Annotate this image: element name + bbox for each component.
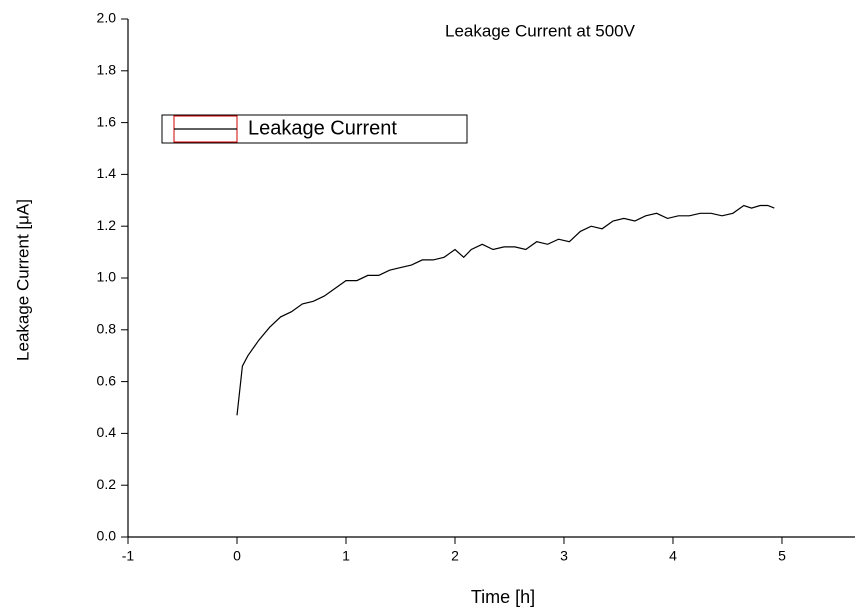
x-tick-label: 5 xyxy=(778,548,786,564)
y-tick-label: 1.6 xyxy=(97,113,117,129)
x-axis-label: Time [h] xyxy=(471,587,535,607)
chart-title: Leakage Current at 500V xyxy=(445,21,636,40)
x-tick-label: 0 xyxy=(233,548,241,564)
data-line xyxy=(236,204,775,416)
x-tick-label: 2 xyxy=(451,548,459,564)
y-tick-label: 0.6 xyxy=(97,372,117,388)
y-tick-label: 0.4 xyxy=(97,424,117,440)
y-axis-label: Leakage Current [μA] xyxy=(13,199,32,361)
y-tick-label: 1.0 xyxy=(97,269,117,285)
x-tick-label: 1 xyxy=(342,548,350,564)
y-tick-label: 0.8 xyxy=(97,321,117,337)
legend-label: Leakage Current xyxy=(248,117,397,139)
y-tick-label: 0.0 xyxy=(97,528,117,544)
y-tick-label: 1.8 xyxy=(97,62,117,78)
x-tick-label: 4 xyxy=(669,548,677,564)
y-tick-label: 1.2 xyxy=(97,217,117,233)
x-tick-label: -1 xyxy=(122,548,135,564)
x-tick-label: 3 xyxy=(560,548,568,564)
y-tick-label: 1.4 xyxy=(97,165,117,181)
y-tick-label: 0.2 xyxy=(97,476,117,492)
y-tick-label: 2.0 xyxy=(97,10,117,26)
